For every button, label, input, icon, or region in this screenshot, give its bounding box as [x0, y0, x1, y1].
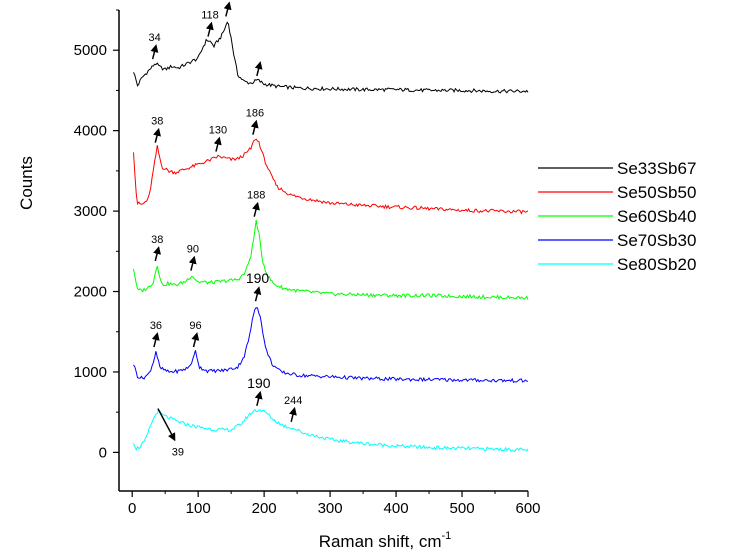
- x-tick-label: 0: [128, 500, 136, 517]
- series-line-se50sb50: [134, 139, 529, 213]
- peak-annotation: 39: [158, 409, 184, 459]
- x-axis-title: Raman shift, cm-1: [319, 530, 452, 551]
- peak-annotation: 118: [201, 10, 219, 37]
- annotation-arrow: [257, 64, 260, 76]
- series-line-se70sb30: [134, 308, 529, 383]
- peak-annotation: 96: [189, 320, 201, 347]
- y-tick-label: 4000: [74, 123, 107, 140]
- y-tick-label: 0: [99, 444, 107, 461]
- annotation-label: 96: [189, 320, 201, 332]
- legend-label: Se33Sb67: [617, 159, 696, 178]
- annotation-label: 90: [187, 244, 199, 256]
- annotation-arrow: [253, 123, 256, 135]
- y-tick-label: 3000: [74, 203, 107, 220]
- y-axis-title: Counts: [17, 156, 36, 210]
- x-tick-label: 200: [252, 500, 277, 517]
- peak-annotation: 186: [246, 108, 264, 135]
- annotation-arrow: [153, 47, 156, 59]
- annotation-arrow: [194, 335, 197, 347]
- annotation-label: 34: [148, 32, 160, 44]
- annotation-arrow: [226, 4, 229, 16]
- peak-annotation: 34: [148, 32, 160, 59]
- legend-label: Se80Sb20: [617, 255, 696, 274]
- annotation-label: 38: [151, 116, 163, 128]
- peak-annotation: 36: [150, 320, 162, 347]
- series-lines: [134, 22, 529, 451]
- annotation-arrow: [254, 205, 257, 217]
- peak-annotation: [257, 64, 260, 76]
- annotation-label: 130: [209, 125, 227, 137]
- annotation-label: 39: [172, 447, 184, 459]
- peak-annotation: 38: [151, 234, 163, 261]
- annotation-arrow: [155, 249, 158, 261]
- peak-annotation: 38: [151, 116, 163, 143]
- annotation-label: 188: [247, 190, 265, 202]
- legend-label: Se70Sb30: [617, 231, 696, 250]
- annotation-arrow: [208, 25, 211, 37]
- annotation-arrow: [291, 410, 294, 422]
- annotation-arrow: [191, 259, 194, 271]
- annotation-label: 190: [246, 270, 270, 286]
- series-line-se60sb40: [134, 220, 529, 300]
- annotation-label: 186: [246, 108, 264, 120]
- x-tick-label: 300: [318, 500, 343, 517]
- y-tick-label: 5000: [74, 42, 107, 59]
- peak-annotations: 34 118 145 38 130 186 38 90 188 36 96 190 190 244 39: [148, 0, 302, 459]
- legend: Se33Sb67 Se50Sb50 Se60Sb40 Se70Sb30 Se80Sb20: [538, 159, 696, 274]
- peak-annotation: 90: [187, 244, 199, 271]
- annotation-arrow: [154, 335, 157, 347]
- peak-annotation: 130: [209, 125, 227, 152]
- legend-label: Se50Sb50: [617, 183, 696, 202]
- peak-annotation: 145: [219, 0, 237, 16]
- annotation-arrow: [257, 394, 260, 406]
- annotation-label: 38: [151, 234, 163, 246]
- annotation-label: 190: [247, 375, 271, 391]
- series-line-se80sb20: [134, 410, 529, 452]
- axes: 0 100 200 300 400 500 600 0 1000 2000 3000 4000 5000: [74, 10, 541, 517]
- annotation-arrow: [256, 289, 259, 301]
- peak-annotation: 190: [246, 270, 270, 301]
- legend-label: Se60Sb40: [617, 207, 696, 226]
- annotation-label: 145: [219, 0, 237, 1]
- x-tick-label: 400: [384, 500, 409, 517]
- annotation-label: 36: [150, 320, 162, 332]
- y-tick-label: 1000: [74, 364, 107, 381]
- peak-annotation: 244: [284, 395, 302, 422]
- annotation-arrow: [158, 409, 174, 439]
- annotation-label: 244: [284, 395, 302, 407]
- x-tick-label: 100: [186, 500, 211, 517]
- y-tick-label: 2000: [74, 284, 107, 301]
- x-tick-label: 500: [450, 500, 475, 517]
- peak-annotation: 188: [247, 190, 265, 217]
- annotation-label: 118: [201, 10, 219, 22]
- peak-annotation: 190: [247, 375, 271, 406]
- annotation-arrow: [216, 140, 219, 152]
- series-line-se33sb67: [134, 22, 529, 93]
- x-tick-label: 600: [515, 500, 540, 517]
- annotation-arrow: [155, 131, 158, 143]
